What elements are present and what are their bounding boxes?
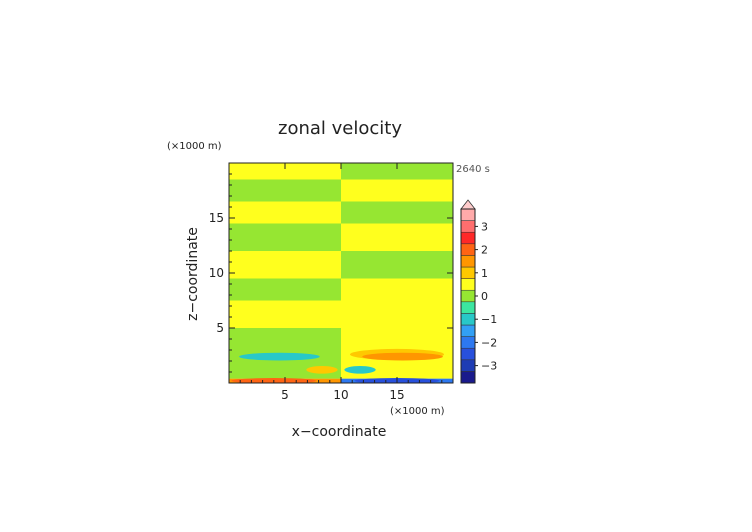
band-right-4 — [341, 251, 453, 279]
y-tick-label-15: 15 — [209, 211, 224, 225]
colorbar-swatch-14 — [460, 208, 476, 221]
band-right-5 — [341, 223, 453, 251]
band-right-6 — [341, 201, 453, 224]
colorbar-swatch-13 — [460, 220, 476, 233]
band-left-3 — [229, 278, 341, 301]
time-label: 2640 s — [456, 164, 490, 175]
band-right-8 — [341, 163, 453, 180]
colorbar-tick-label-0: 3 — [481, 220, 488, 233]
feature-1 — [239, 352, 320, 361]
x-tick-label-10: 10 — [333, 388, 348, 402]
y-axis-unit: (×1000 m) — [167, 141, 222, 152]
colorbar-tick-label-3: 0 — [481, 290, 488, 303]
colorbar-swatch-5 — [460, 313, 476, 326]
band-right-2 — [341, 300, 453, 328]
chart-title: zonal velocity — [278, 118, 402, 139]
colorbar-swatch-1 — [460, 359, 476, 372]
x-axis-label: x−coordinate — [292, 424, 387, 440]
colorbar-swatch-10 — [460, 255, 476, 268]
colorbar-swatch-3 — [460, 336, 476, 349]
colorbar: 3 2 1 0 −1 −2 −3 — [460, 199, 497, 384]
colorbar-tick-label-5: −2 — [481, 336, 497, 349]
feature-3 — [362, 352, 443, 361]
colorbar-swatch-4 — [460, 324, 476, 337]
colorbar-tick-label-2: 1 — [481, 267, 488, 280]
band-right-3 — [341, 278, 453, 301]
field — [229, 163, 453, 383]
colorbar-tick-label-1: 2 — [481, 244, 488, 257]
x-axis-unit: (×1000 m) — [390, 406, 445, 417]
plot-area — [229, 163, 453, 383]
colorbar-swatch-11 — [460, 243, 476, 256]
x-tick-label-5: 5 — [281, 388, 289, 402]
band-left-6 — [229, 201, 341, 224]
colorbar-swatch-9 — [460, 266, 476, 279]
y-tick-label-5: 5 — [216, 321, 224, 335]
axes: 5 10 15 5 10 15 — [209, 162, 454, 402]
feature-5 — [344, 365, 376, 374]
colorbar-tick-label-4: −1 — [481, 313, 497, 326]
band-left-8 — [229, 163, 341, 180]
colorbar-swatch-7 — [460, 289, 476, 303]
band-left-2 — [229, 300, 341, 328]
band-right-7 — [341, 179, 453, 202]
band-left-4 — [229, 251, 341, 279]
y-tick-label-10: 10 — [209, 266, 224, 280]
colorbar-swatch-8 — [460, 278, 476, 291]
colorbar-tick-label-6: −3 — [481, 360, 497, 373]
colorbar-swatch-12 — [460, 231, 476, 245]
colorbar-swatch-2 — [460, 347, 476, 361]
colorbar-swatch-6 — [460, 301, 476, 314]
colorbar-extend-arrow — [460, 199, 476, 210]
band-left-7 — [229, 179, 341, 202]
band-left-5 — [229, 223, 341, 251]
colorbar-swatch-0 — [460, 371, 476, 384]
x-tick-label-15: 15 — [389, 388, 404, 402]
feature-4 — [306, 365, 338, 374]
y-axis-label: z−coordinate — [185, 227, 201, 321]
